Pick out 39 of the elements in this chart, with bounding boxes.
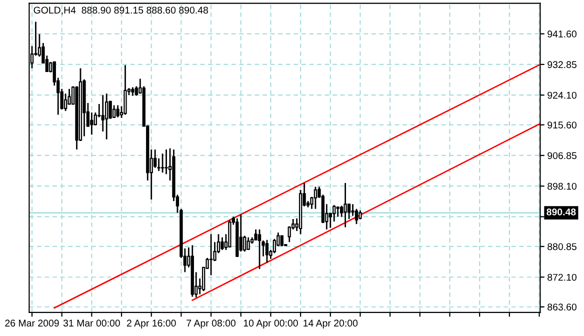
x-tick-label: 10 Apr 00:00 (244, 320, 298, 328)
candlestick (105, 92, 108, 140)
y-tick-label: 915.60 (548, 122, 576, 128)
x-tick-label: 7 Apr 08:00 (186, 320, 236, 328)
candlestick (134, 86, 138, 96)
y-tick-label: 906.85 (548, 152, 576, 160)
y-tick-label: 863.60 (548, 304, 576, 310)
candlestick (209, 233, 213, 276)
x-tick-label: 14 Apr 20:00 (304, 320, 358, 328)
candlestick (112, 104, 116, 119)
x-tick-label: 31 Mar 00:00 (63, 320, 120, 327)
candlestick (124, 64, 127, 116)
y-tick-label: 924.10 (548, 92, 576, 99)
candlestick (314, 186, 318, 210)
candlestick (265, 239, 269, 264)
candlestick (246, 236, 250, 251)
chart-title: GOLD,H4 888.90 891.15 888.60 890.48 (34, 6, 208, 15)
x-tick-label: 26 Mar 2009 (5, 320, 59, 327)
candlestick (347, 203, 351, 220)
candlestick (258, 228, 262, 270)
candlestick (116, 104, 120, 118)
ref-line-label: 890.48 (546, 208, 576, 216)
y-tick-label: 932.85 (548, 61, 576, 68)
x-tick-label: 2 Apr 16:00 (126, 320, 176, 328)
candlestick (160, 152, 164, 174)
candlestick (354, 208, 358, 225)
y-tick-label: 872.10 (548, 274, 576, 281)
candlestick (164, 148, 168, 175)
candlestick (351, 203, 354, 217)
y-tick-label: 880.85 (548, 243, 576, 250)
candlestick (243, 235, 246, 252)
candlestick (336, 206, 340, 218)
y-tick-label: 898.10 (548, 182, 576, 190)
candlestick (90, 112, 94, 136)
candlestick (64, 92, 68, 112)
candlestick (220, 236, 224, 251)
candlestick (344, 182, 347, 228)
candlestick (154, 148, 157, 169)
y-tick-label: 941.60 (548, 30, 576, 38)
